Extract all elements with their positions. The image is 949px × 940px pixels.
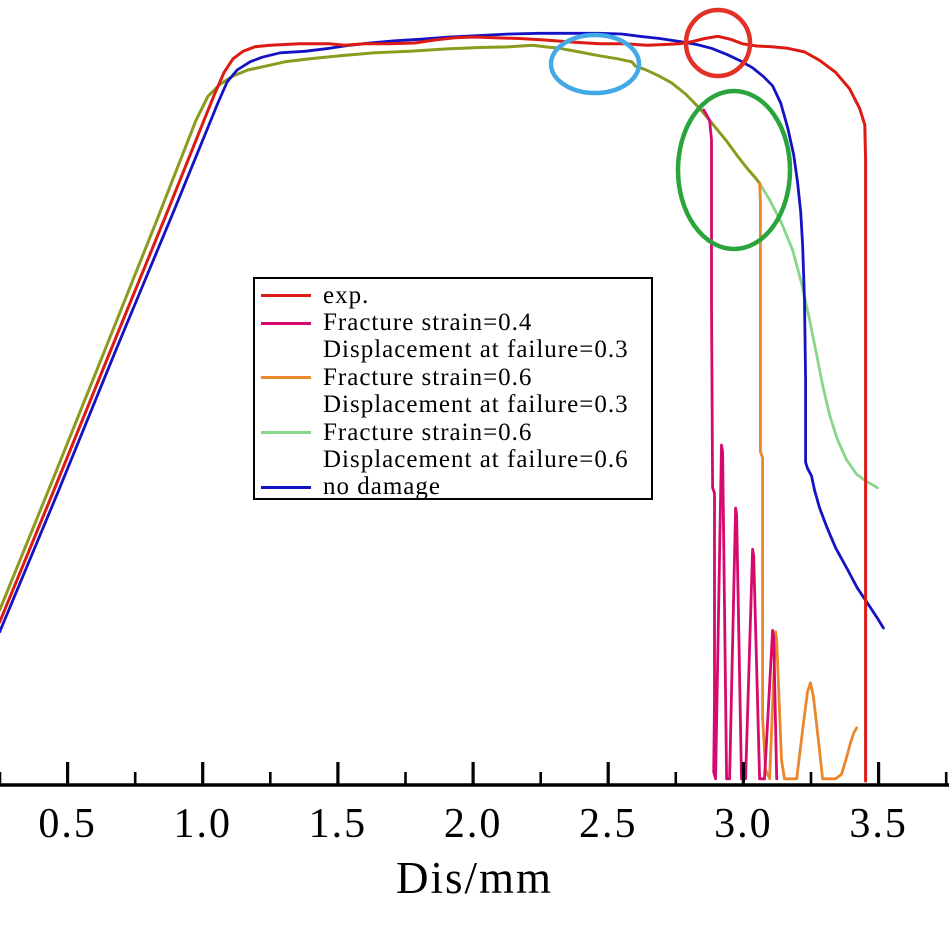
legend-row: Displacement at failure=0.6 <box>261 446 651 473</box>
no-damage-curve <box>0 31 885 634</box>
legend-swatch <box>261 321 311 325</box>
legend-label: Fracture strain=0.6 <box>323 363 533 391</box>
legend-row: Displacement at failure=0.3 <box>261 391 651 419</box>
legend-label: exp. <box>323 281 370 309</box>
blue-ellipse-annotation <box>548 32 642 96</box>
legend-label: Displacement at failure=0.3 <box>323 336 629 364</box>
legend-swatch-spacer <box>261 349 311 352</box>
legend-swatch-spacer <box>261 404 311 407</box>
legend-swatch-spacer <box>261 459 311 462</box>
fs04-df03-curve <box>702 108 779 781</box>
legend-swatch <box>261 485 311 489</box>
red-circle-annotation <box>683 7 753 79</box>
legend-row: no damage <box>261 473 651 501</box>
legend-row: Displacement at failure=0.3 <box>261 336 651 364</box>
exp-curve <box>0 34 868 783</box>
legend-row: Fracture strain=0.4 <box>261 309 651 336</box>
legend-label: Fracture strain=0.4 <box>323 309 533 337</box>
legend-label: Displacement at failure=0.3 <box>323 391 629 419</box>
fs06-df03-curve <box>758 181 859 781</box>
legend-swatch <box>261 294 311 298</box>
legend-row: Fracture strain=0.6 <box>261 419 651 446</box>
legend-swatch <box>261 431 311 435</box>
legend-row: exp. <box>261 282 651 309</box>
legend-label: Displacement at failure=0.6 <box>323 446 629 474</box>
legend-row: Fracture strain=0.6 <box>261 364 651 391</box>
x-axis-title: Dis/mm <box>395 853 554 903</box>
legend-swatch <box>261 376 311 380</box>
green-ellipse-annotation <box>675 88 793 252</box>
legend-label: no damage <box>323 473 441 501</box>
legend-label: Fracture strain=0.6 <box>323 418 533 446</box>
fs06-df06-curve <box>758 181 879 490</box>
legend: exp. Fracture strain=0.4 Displacement at f… <box>253 277 653 500</box>
